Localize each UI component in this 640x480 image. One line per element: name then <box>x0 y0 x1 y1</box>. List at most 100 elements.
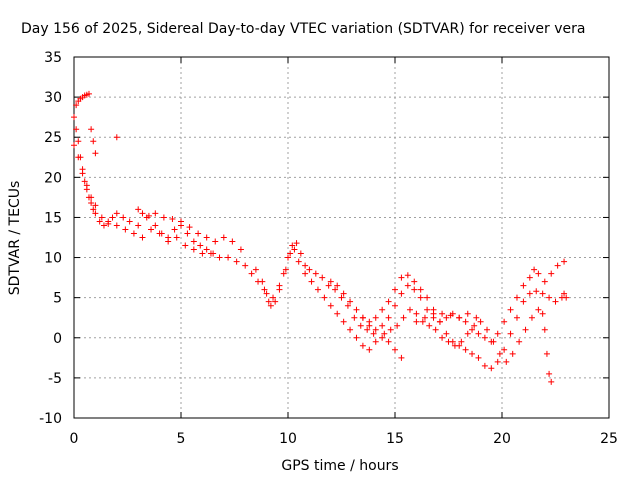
data-point <box>88 194 95 201</box>
data-point <box>98 214 105 221</box>
data-point <box>417 286 424 293</box>
data-point <box>372 314 379 321</box>
data-point <box>484 326 491 333</box>
y-tick-label: 35 <box>44 50 62 66</box>
data-point <box>520 298 527 305</box>
data-point <box>561 258 568 265</box>
data-point <box>398 274 405 281</box>
data-point <box>513 314 520 321</box>
data-point <box>75 154 82 161</box>
data-point <box>533 288 540 295</box>
data-point <box>398 354 405 361</box>
y-tick-label: 15 <box>44 210 62 226</box>
data-point <box>158 230 165 237</box>
data-point <box>535 306 542 313</box>
data-point <box>394 322 401 329</box>
data-point <box>171 226 178 233</box>
data-point <box>539 310 546 317</box>
data-point <box>242 262 249 269</box>
data-point <box>464 310 471 317</box>
data-point <box>546 294 553 301</box>
data-point <box>451 342 458 349</box>
data-point <box>338 294 345 301</box>
data-point <box>445 338 452 345</box>
y-axis-title: SDTVAR / TECUs <box>7 181 23 296</box>
data-point <box>353 334 360 341</box>
series-trace-c <box>73 90 120 157</box>
data-point <box>90 138 97 145</box>
data-point <box>364 326 371 333</box>
data-point <box>413 310 420 317</box>
data-point <box>88 126 95 133</box>
data-point <box>496 350 503 357</box>
data-point <box>88 200 95 207</box>
data-point <box>173 234 180 241</box>
y-tick-label: 20 <box>44 170 62 186</box>
data-point <box>430 310 437 317</box>
data-point <box>276 286 283 293</box>
data-point <box>287 250 294 257</box>
data-point <box>432 326 439 333</box>
data-point <box>404 282 411 289</box>
y-tick-label: -10 <box>39 411 62 427</box>
data-point <box>233 258 240 265</box>
data-point <box>359 314 366 321</box>
data-point <box>71 114 77 121</box>
data-point <box>372 326 379 333</box>
data-point <box>73 126 80 133</box>
data-point <box>447 312 454 319</box>
data-point <box>385 298 392 305</box>
data-point <box>462 318 469 325</box>
series-trace-a <box>71 114 244 253</box>
data-point <box>302 270 309 277</box>
data-point <box>531 266 538 273</box>
data-point <box>563 294 570 301</box>
data-point <box>96 218 103 225</box>
data-point <box>469 326 476 333</box>
data-point <box>392 346 398 353</box>
data-point <box>92 150 99 157</box>
data-point <box>267 302 274 309</box>
data-point <box>308 278 315 285</box>
data-point <box>109 214 116 221</box>
data-point <box>197 242 204 249</box>
x-tick-label: 15 <box>386 431 404 447</box>
data-point <box>312 270 319 277</box>
data-point <box>424 306 431 313</box>
data-point <box>552 298 559 305</box>
data-point <box>379 322 386 329</box>
series-trace-e <box>252 246 405 361</box>
data-point <box>113 210 120 217</box>
y-tick-labels: -10 -5 0 5 10 15 20 25 30 35 <box>39 50 62 427</box>
data-point <box>122 226 129 233</box>
y-tick-label: 10 <box>44 251 62 267</box>
x-tick-label: 0 <box>70 431 79 447</box>
data-point <box>270 294 277 301</box>
data-point <box>462 346 469 353</box>
series-trace-i <box>413 290 570 325</box>
data-point <box>178 222 184 229</box>
y-tick-label: 0 <box>53 331 62 347</box>
data-point <box>404 272 411 279</box>
data-point <box>522 326 529 333</box>
y-tick-label: 30 <box>44 90 62 106</box>
x-tick-labels: 0 5 10 15 20 25 <box>70 431 618 447</box>
data-point <box>501 346 508 353</box>
data-point <box>398 290 405 297</box>
data-point <box>351 314 358 321</box>
data-point <box>190 238 197 245</box>
data-point <box>105 218 112 225</box>
data-point <box>520 282 527 289</box>
data-point <box>526 290 533 297</box>
x-tick-label: 25 <box>600 431 618 447</box>
data-point <box>539 290 546 297</box>
data-point <box>203 234 210 241</box>
data-point <box>81 178 88 185</box>
data-point <box>340 318 347 325</box>
data-point <box>216 254 223 261</box>
data-point <box>528 314 535 321</box>
data-point <box>475 354 482 361</box>
data-point <box>490 338 497 345</box>
data-point <box>392 302 398 309</box>
